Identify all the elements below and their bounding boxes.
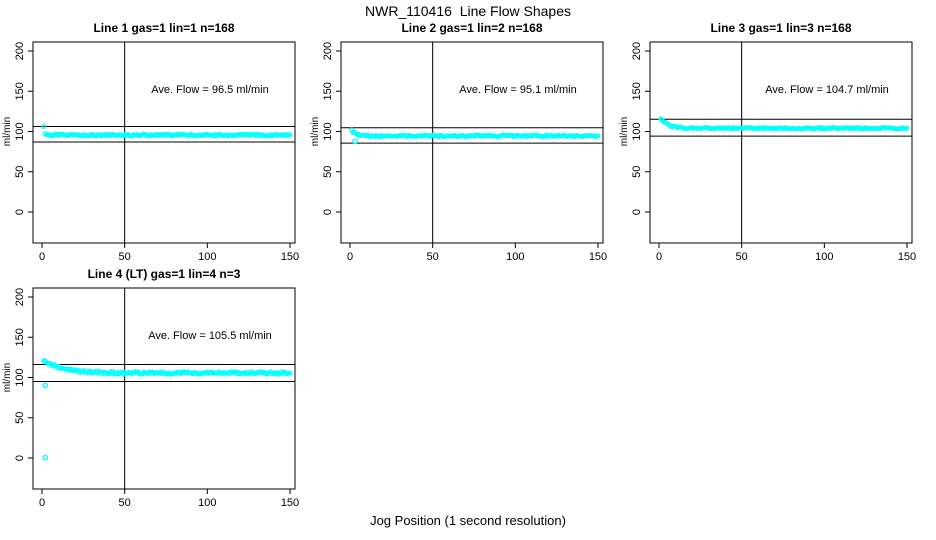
x-tick-label: 150 (281, 497, 299, 509)
x-tick-label: 50 (119, 497, 131, 509)
y-tick-label: 200 (14, 288, 26, 306)
ave-flow-annotation: Ave. Flow = 95.1 ml/min (459, 84, 576, 96)
y-tick-label: 0 (14, 209, 26, 215)
plot-box (340, 41, 604, 244)
y-axis-label: ml/min (619, 117, 630, 146)
y-tick-label: 0 (14, 455, 26, 461)
y-tick-label: 100 (322, 122, 334, 140)
y-axis-label: ml/min (310, 117, 321, 146)
subplot-title: Line 4 (LT) gas=1 lin=4 n=3 (88, 267, 241, 281)
flow-data-points (658, 116, 910, 132)
y-axis-label: ml/min (2, 363, 13, 392)
y-tick-label: 200 (14, 42, 26, 60)
y-tick-label: 100 (631, 122, 643, 140)
x-tick-label: 150 (281, 251, 299, 263)
x-tick-label: 100 (198, 497, 216, 509)
ave-flow-annotation: Ave. Flow = 105.5 ml/min (148, 330, 272, 342)
x-tick-label: 150 (589, 251, 607, 263)
y-tick-label: 150 (322, 82, 334, 100)
y-tick-label: 100 (14, 122, 26, 140)
y-tick-label: 0 (631, 209, 643, 215)
subplot-line-3: Line 3 gas=1 lin=3 n=168 0 50 100 150 0 50 100 1… (619, 21, 916, 263)
y-tick-label: 150 (14, 328, 26, 346)
x-tick-label: 0 (656, 251, 662, 263)
y-tick-label: 100 (14, 368, 26, 386)
outlier-point (42, 382, 49, 389)
subplot-title: Line 2 gas=1 lin=2 n=168 (401, 21, 542, 35)
y-tick-label: 150 (14, 82, 26, 100)
y-tick-label: 50 (14, 166, 26, 178)
outlier-point (352, 138, 358, 145)
ave-flow-annotation: Ave. Flow = 96.5 ml/min (151, 84, 268, 96)
flow-data-points (349, 127, 601, 145)
y-tick-label: 200 (322, 42, 334, 60)
y-axis-label: ml/min (2, 117, 13, 146)
x-tick-label: 150 (898, 251, 916, 263)
ave-flow-annotation: Ave. Flow = 104.7 ml/min (765, 84, 889, 96)
x-tick-label: 50 (119, 251, 131, 263)
flow-data-points (41, 124, 293, 139)
subplot-title: Line 1 gas=1 lin=1 n=168 (93, 21, 234, 35)
y-tick-label: 50 (322, 166, 334, 178)
page-title: NWR_110416 Line Flow Shapes (365, 3, 571, 19)
x-tick-label: 0 (39, 497, 45, 509)
y-tick-label: 50 (631, 166, 643, 178)
subplot-line-1: Line 1 gas=1 lin=1 n=168 0 50 100 150 0 50 100 1… (2, 21, 299, 263)
subplot-title: Line 3 gas=1 lin=3 n=168 (710, 21, 851, 35)
x-tick-label: 100 (506, 251, 524, 263)
plot-box (32, 287, 296, 490)
shared-x-axis-label: Jog Position (1 second resolution) (370, 513, 566, 528)
subplot-line-2: Line 2 gas=1 lin=2 n=168 0 50 100 150 0 50 100 1… (310, 21, 607, 263)
x-tick-label: 100 (815, 251, 833, 263)
x-tick-label: 50 (427, 251, 439, 263)
x-tick-label: 0 (39, 251, 45, 263)
y-tick-label: 150 (631, 82, 643, 100)
x-tick-label: 0 (347, 251, 353, 263)
plot-box (649, 41, 913, 244)
y-tick-label: 0 (322, 209, 334, 215)
subplot-line-4: Line 4 (LT) gas=1 lin=4 n=3 0 50 100 150 0 50 1… (2, 267, 299, 509)
x-tick-label: 50 (736, 251, 748, 263)
x-tick-label: 100 (198, 251, 216, 263)
y-tick-label: 50 (14, 412, 26, 424)
y-tick-label: 200 (631, 42, 643, 60)
outlier-point (42, 454, 49, 461)
flow-data-points (41, 358, 293, 461)
